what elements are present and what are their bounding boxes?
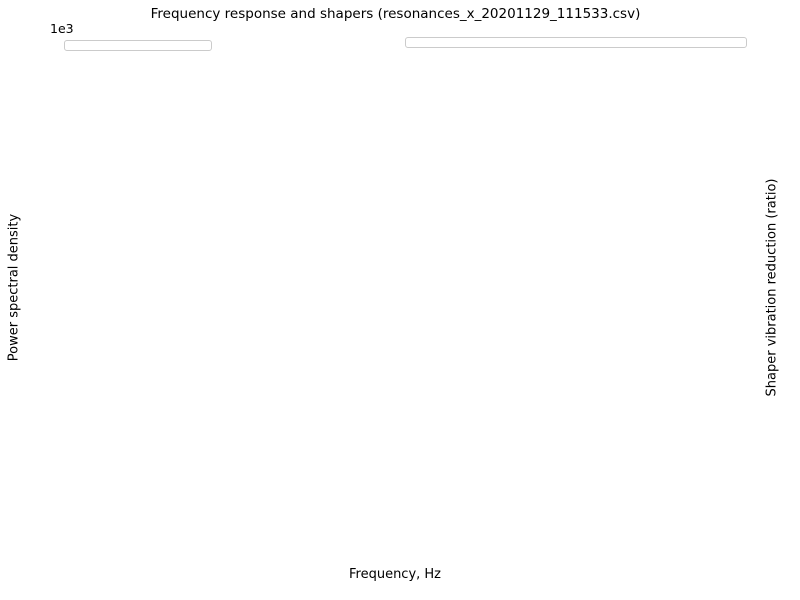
y-left-axis-label: Power spectral density bbox=[6, 213, 22, 362]
legend-shapers bbox=[405, 37, 747, 48]
y-right-axis-label: Shaper vibration reduction (ratio) bbox=[764, 178, 780, 397]
legend-measurements bbox=[64, 40, 212, 51]
y-left-offset-text: 1e3 bbox=[50, 21, 74, 36]
chart-title: Frequency response and shapers (resonanc… bbox=[150, 6, 641, 22]
x-axis-label: Frequency, Hz bbox=[348, 567, 442, 582]
